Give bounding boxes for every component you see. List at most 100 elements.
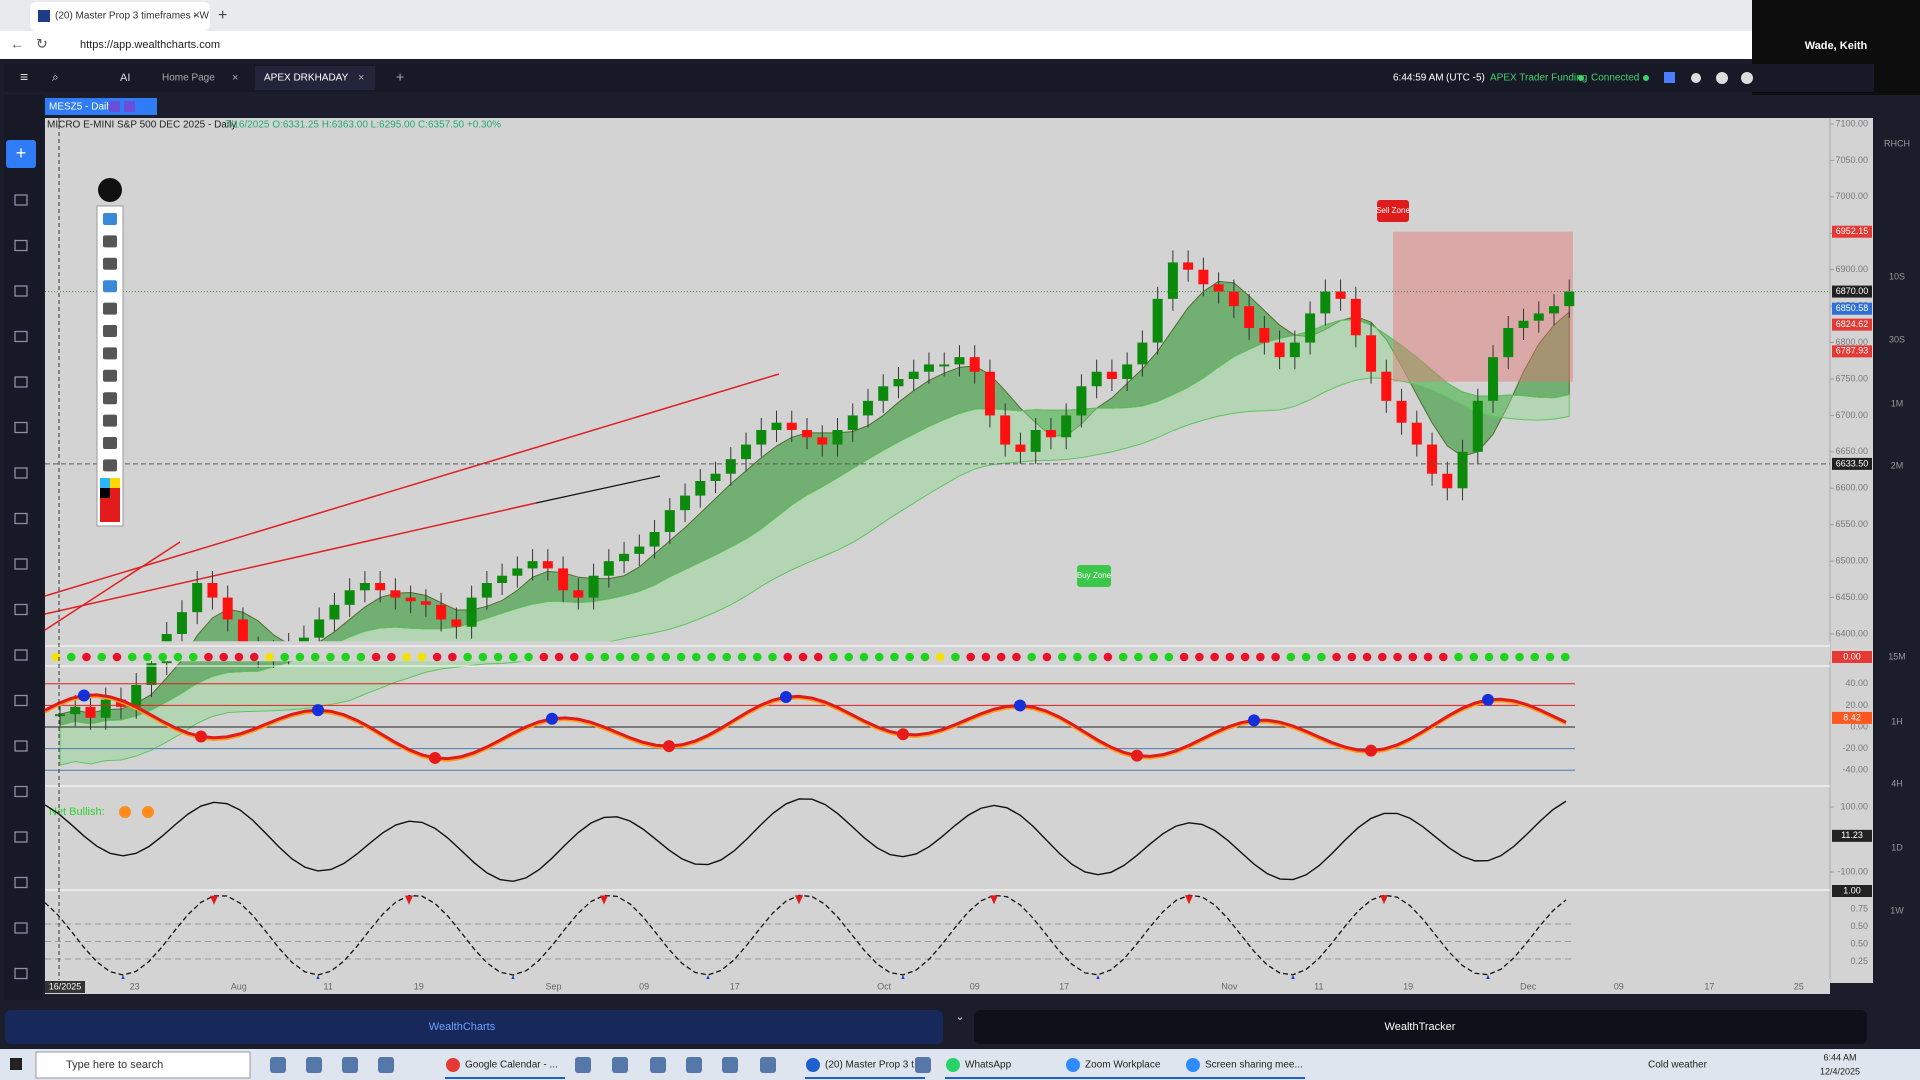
sidebar-icon[interactable] [14,831,28,843]
tool-icon[interactable] [103,325,117,337]
panel-tab[interactable] [5,1010,943,1044]
candle [588,575,599,598]
search-box[interactable] [35,1051,251,1079]
candle [695,481,706,496]
color-swatch[interactable] [110,478,120,488]
timeframe[interactable]: 1D [1891,842,1903,852]
tool-icon[interactable] [103,257,117,270]
tool-icon[interactable] [103,369,117,382]
collapse-toggle[interactable]: ⌄ [955,1011,964,1023]
save-icon[interactable] [1664,72,1675,83]
tool-icon[interactable] [103,280,117,293]
timeframe[interactable]: 30S [1889,334,1905,344]
color-swatch[interactable] [100,478,110,488]
trend-line [44,373,780,597]
sidebar-icon[interactable] [14,239,28,252]
sidebar-icon[interactable] [14,740,28,752]
app-tab[interactable]: Home Page [162,73,215,84]
sidebar-icon[interactable] [14,376,28,388]
tool-icon[interactable] [103,235,117,248]
url[interactable]: https://app.wealthcharts.com [80,39,220,51]
sidebar-icon[interactable] [14,285,28,297]
search-button[interactable]: ⌕ [52,70,59,84]
signal-dot [1499,652,1509,662]
new-tab[interactable]: + [218,7,227,24]
candle [1564,291,1575,307]
tool-icon[interactable] [103,459,117,472]
ai-button[interactable]: AI [120,72,130,84]
taskbar-app[interactable]: (20) Master Prop 3 t... [825,1060,922,1071]
tool-icon[interactable] [103,392,117,405]
signal-dot [935,652,945,662]
tab-close[interactable]: × [358,72,364,84]
signal-dot [859,652,869,662]
color-swatch[interactable] [110,488,120,498]
taskbar-app[interactable]: WhatsApp [965,1060,1012,1071]
pinned-app[interactable] [378,1057,394,1073]
sidebar-icon[interactable] [14,785,28,798]
reload-button[interactable]: ↻ [36,36,48,52]
sidebar-icon[interactable] [14,649,28,661]
tool-icon[interactable] [103,347,117,360]
taskbar-app[interactable]: Screen sharing mee... [1205,1060,1303,1071]
sidebar-icon[interactable] [14,421,28,434]
pinned-app[interactable] [650,1057,666,1073]
sidebar-icon[interactable] [14,558,28,570]
help-icon[interactable] [1741,72,1753,84]
panel-tab[interactable] [974,1010,1867,1044]
sidebar-icon[interactable] [14,467,28,479]
timeframe[interactable]: 1W [1890,905,1904,915]
toolbar-toggle[interactable] [98,178,122,202]
timeframe[interactable]: 15M [1888,651,1906,661]
status-dot [1643,75,1649,81]
pinned-app[interactable] [686,1057,702,1073]
candle [176,612,187,634]
settings-icon[interactable] [1716,72,1728,84]
pinned-app[interactable] [270,1057,286,1073]
ohlc-readout: 7/16/2025 O:6331.25 H:6363.00 L:6295.00 … [225,120,501,131]
tool-icon[interactable] [103,302,117,315]
add-tab[interactable]: + [396,69,404,85]
sidebar-icon[interactable] [14,194,28,206]
timeframe[interactable]: RHCH [1884,138,1910,148]
add-button[interactable] [6,140,36,168]
alerts-icon[interactable] [1691,73,1701,83]
pinned-app[interactable] [915,1057,931,1073]
sidebar-icon[interactable] [14,876,28,889]
tab-close[interactable]: × [193,8,200,22]
sidebar-icon[interactable] [14,922,28,934]
sidebar-icon[interactable] [14,512,28,525]
color-swatch[interactable] [100,498,120,522]
timeframe[interactable]: 1M [1891,398,1904,408]
timeframe[interactable]: 2M [1891,460,1904,470]
app-icon [1066,1058,1080,1072]
timeframe[interactable]: 4H [1891,778,1903,788]
pinned-app[interactable] [760,1057,776,1073]
start-button[interactable] [10,1058,22,1070]
pinned-app[interactable] [722,1057,738,1073]
tool-icon[interactable] [103,213,117,225]
tool-icon[interactable] [103,437,117,449]
timeframe[interactable]: 10S [1889,271,1905,281]
app-tab[interactable]: APEX DRKHADAY [264,73,349,84]
tab-close[interactable]: × [232,72,238,84]
sidebar-icon[interactable] [14,694,28,707]
sidebar-icon[interactable] [14,967,28,980]
pinned-app[interactable] [575,1057,591,1073]
candle [1396,400,1407,423]
signal-dot [1027,652,1036,662]
taskbar-app[interactable]: Zoom Workplace [1085,1060,1161,1071]
tool-icon[interactable] [103,414,117,427]
price-tick-label: 7050.00 [1835,155,1868,165]
pinned-app[interactable] [306,1057,322,1073]
timeframe[interactable]: 1H [1891,716,1903,726]
pinned-app[interactable] [612,1057,628,1073]
pinned-app[interactable] [342,1057,358,1073]
color-swatch[interactable] [100,488,110,498]
back-button[interactable]: ← [10,36,24,52]
sidebar-icon[interactable] [14,603,28,616]
sidebar-icon[interactable] [14,330,28,343]
taskbar-app[interactable]: Google Calendar - ... [465,1060,558,1071]
menu-button[interactable]: ≡ [20,69,28,85]
browser-tab[interactable] [30,2,210,31]
